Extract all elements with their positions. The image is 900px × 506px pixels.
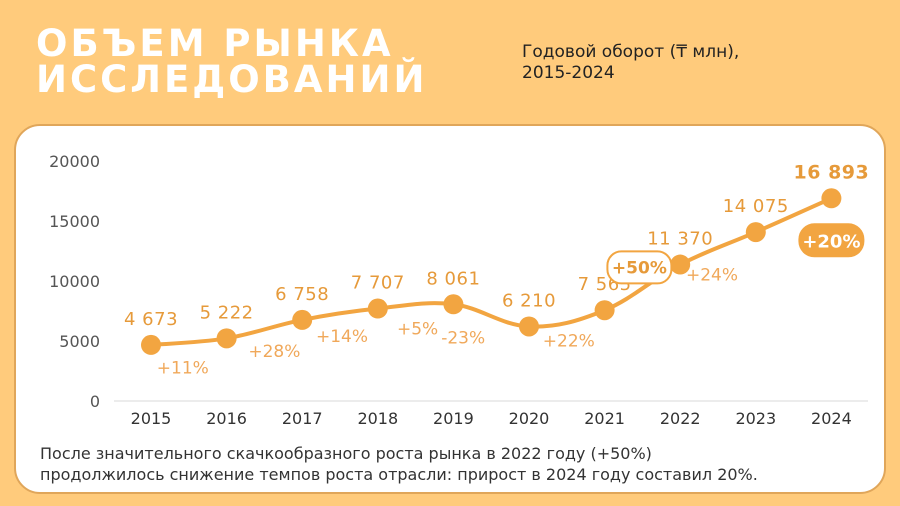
y-tick-label: 10000: [49, 272, 100, 291]
growth-label: +20%: [802, 231, 860, 252]
page-title: ОБЪЕМ РЫНКА ИССЛЕДОВАНИЙ: [36, 22, 428, 101]
growth-label: +11%: [157, 359, 209, 379]
growth-label: +22%: [543, 331, 595, 351]
title-line-1: ОБЪЕМ РЫНКА: [36, 22, 394, 65]
data-value-label: 11 370: [647, 229, 713, 250]
y-tick-label: 5000: [59, 332, 100, 351]
data-value-label: 5 222: [200, 302, 254, 323]
series-line: [149, 196, 834, 347]
growth-badge-outline: [606, 250, 673, 285]
chart-subtitle: Годовой оборот (₸ млн), 2015-2024: [522, 42, 739, 84]
growth-label: -23%: [441, 328, 485, 348]
x-tick-label: 2023: [735, 409, 776, 428]
title-line-2: ИССЛЕДОВАНИЙ: [36, 58, 428, 101]
footnote-line-2: продолжилось снижение темпов роста отрас…: [40, 465, 758, 484]
subtitle-line-1: Годовой оборот (₸ млн),: [522, 42, 740, 62]
growth-label: +50%: [612, 258, 667, 278]
x-tick-label: 2019: [433, 409, 474, 428]
data-point: [367, 298, 388, 319]
y-tick-label: 15000: [49, 212, 100, 231]
data-point: [745, 222, 766, 243]
data-point: [141, 334, 161, 355]
y-tick-label: 20000: [49, 152, 100, 171]
data-point: [216, 328, 237, 349]
x-tick-label: 2016: [206, 409, 247, 428]
data-value-label: 7 707: [351, 273, 405, 294]
data-point: [594, 300, 615, 321]
footnote-line-1: После значительного скачкообразного рост…: [40, 444, 652, 463]
data-value-label: 16 893: [794, 161, 870, 183]
x-tick-label: 2024: [811, 409, 852, 428]
data-point: [443, 294, 464, 315]
data-value-label: 4 673: [124, 309, 178, 330]
growth-label: +14%: [316, 327, 368, 347]
x-tick-label: 2015: [131, 409, 172, 428]
x-tick-label: 2022: [660, 409, 701, 428]
x-tick-label: 2018: [357, 409, 398, 428]
data-value-label: 8 061: [426, 268, 480, 289]
y-tick-label: 0: [90, 392, 100, 411]
growth-label: +24%: [686, 265, 738, 285]
growth-label: +28%: [248, 342, 300, 362]
data-point: [519, 316, 539, 337]
x-tick-label: 2021: [584, 409, 625, 428]
data-point: [821, 188, 842, 209]
growth-badge-filled: [798, 223, 865, 258]
data-value-label: 6 210: [502, 290, 556, 311]
data-point: [670, 254, 691, 275]
x-tick-label: 2017: [282, 409, 323, 428]
x-tick-label: 2020: [509, 409, 550, 428]
data-value-label: 6 758: [275, 284, 329, 305]
data-point: [292, 309, 313, 330]
growth-label: +5%: [397, 319, 438, 339]
footnote: После значительного скачкообразного рост…: [40, 443, 758, 485]
data-value-label: 14 075: [723, 196, 789, 217]
subtitle-line-2: 2015-2024: [522, 63, 615, 83]
